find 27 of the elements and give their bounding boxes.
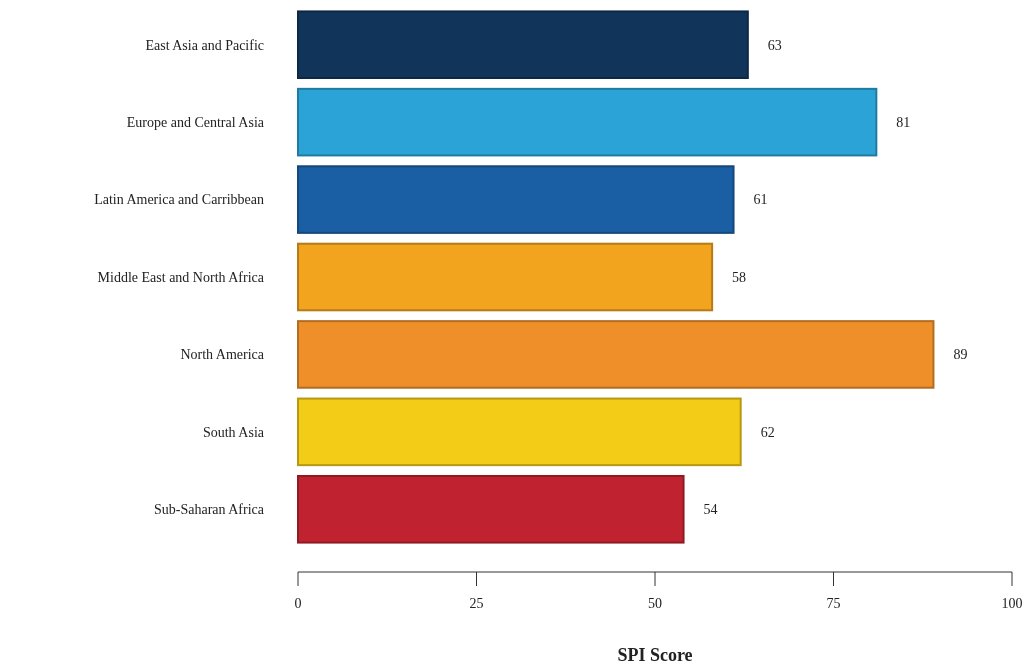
data-label: 89 xyxy=(953,347,968,363)
data-label: 61 xyxy=(753,192,768,208)
x-tick-label: 75 xyxy=(826,596,841,611)
x-tick-label: 50 xyxy=(648,596,662,611)
x-tick-label: 100 xyxy=(1001,596,1023,611)
bar xyxy=(297,165,735,234)
bar xyxy=(297,397,742,467)
y-tick-label: Europe and Central Asia xyxy=(126,115,265,131)
bar xyxy=(297,10,749,80)
y-tick-label: Middle East and North Africa xyxy=(97,269,265,285)
data-label: 63 xyxy=(767,37,782,53)
bar xyxy=(297,242,714,312)
x-tick-label: 25 xyxy=(469,596,484,611)
bar xyxy=(297,320,935,389)
x-tick-label: 0 xyxy=(294,596,302,611)
data-label: 58 xyxy=(732,269,747,285)
y-tick-label: Sub-Saharan Africa xyxy=(153,502,265,518)
bar xyxy=(297,474,685,544)
bar xyxy=(297,87,878,157)
data-label: 81 xyxy=(896,115,911,131)
data-label: 62 xyxy=(760,424,775,440)
y-tick-label: Latin America and Carribbean xyxy=(94,192,264,208)
x-axis-title: SPI Score xyxy=(617,645,693,665)
data-label: 54 xyxy=(703,502,718,518)
y-tick-label: South Asia xyxy=(202,424,265,440)
y-tick-label: North America xyxy=(180,347,265,363)
y-tick-label: East Asia and Pacific xyxy=(145,37,264,53)
